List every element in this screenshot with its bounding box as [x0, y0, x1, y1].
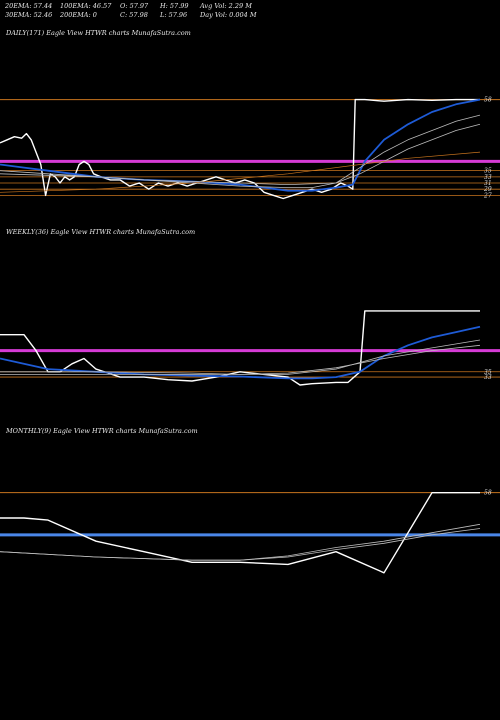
- daily-tick-label: 29: [483, 186, 492, 193]
- weekly-ema-slow-line: [0, 344, 481, 375]
- weekly-ema-slow-line: [0, 339, 481, 375]
- monthly-ema-slow-line: [0, 523, 481, 561]
- daily-ema-slow-line: [0, 123, 481, 186]
- monthly-panel-title: MONTHLY(9) Eagle View HTWR charts Munafa…: [6, 427, 198, 435]
- weekly-tick-label: 33: [484, 374, 492, 381]
- weekly-ema-fast-line: [0, 325, 481, 380]
- ema200-stat: 200EMA: 0: [60, 11, 97, 19]
- ema20-stat: 20EMA: 57.44: [5, 2, 53, 10]
- weekly-tick-label: 35: [484, 369, 492, 376]
- daily-tick-label: 58: [484, 97, 492, 104]
- avg-vol-stat: Avg Vol: 2.29 M: [200, 2, 252, 10]
- monthly-price-line: [0, 492, 480, 574]
- weekly-price-line: [0, 310, 480, 386]
- ema30-stat: 30EMA: 52.46: [5, 11, 53, 19]
- daily-tick-label: 33: [484, 174, 492, 181]
- daily-tick-label: 31: [484, 180, 492, 187]
- open-stat: O: 57.97: [120, 2, 149, 10]
- weekly-panel-title: WEEKLY(36) Eagle View HTWR charts Munafa…: [6, 228, 196, 236]
- low-stat: L: 57.96: [160, 11, 188, 19]
- high-stat: H: 57.99: [160, 2, 189, 10]
- daily-tick-label: 35: [484, 168, 492, 175]
- monthly-ema-slow-line: [0, 528, 481, 561]
- daily-panel-title: DAILY(171) Eagle View HTWR charts Munafa…: [6, 29, 191, 37]
- daily-tick-label: 27: [483, 192, 492, 199]
- close-stat: C: 57.98: [120, 11, 148, 19]
- monthly-panel: 58: [0, 490, 500, 574]
- daily-ema-fast-line: [0, 98, 481, 192]
- day-vol-stat: Day Vol: 0.004 M: [200, 11, 257, 19]
- daily-ema-orange-line: [0, 151, 481, 193]
- monthly-tick-label: 58: [484, 490, 492, 497]
- ema100-stat: 100EMA: 46.57: [60, 2, 112, 10]
